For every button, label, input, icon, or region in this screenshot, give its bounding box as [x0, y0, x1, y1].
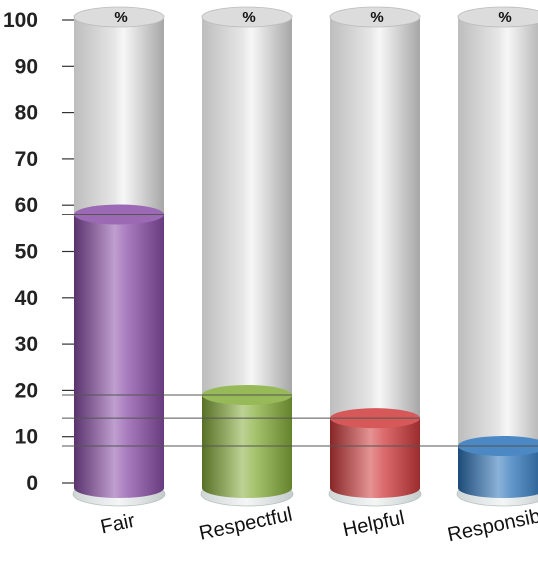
bar [74, 214, 164, 498]
category-labels: Fair Respectful Helpful Responsible [99, 502, 538, 546]
bars: %%%% [72, 6, 538, 507]
tube-body [458, 17, 538, 498]
y-tick-label: 0 [26, 472, 38, 495]
y-tick-label: 60 [15, 194, 38, 217]
y-axis: 0 10 20 30 40 50 60 70 80 90 100 [3, 9, 74, 495]
cylinder-responsible: % [456, 6, 538, 507]
y-tick-label: 20 [15, 379, 38, 402]
y-tick-label: 40 [15, 287, 38, 310]
y-tick-label: 70 [15, 148, 38, 171]
cap-percent-label: % [370, 9, 383, 26]
cap-percent-label: % [114, 9, 127, 26]
y-tick-label: 30 [15, 333, 38, 356]
cap-percent-label: % [242, 9, 255, 26]
y-tick-label: 10 [15, 426, 38, 449]
tube-body [330, 17, 420, 498]
cylinder-respectful: % [200, 6, 294, 507]
y-tick-label: 90 [15, 55, 38, 78]
reference-lines [62, 213, 538, 447]
tube-cap [329, 6, 421, 28]
tube-cap [201, 6, 293, 28]
category-label: Responsible [446, 502, 538, 546]
category-label: Respectful [197, 504, 294, 545]
category-label: Fair [99, 510, 138, 539]
tube-cap [73, 6, 165, 28]
category-label: Helpful [341, 507, 406, 541]
y-tick-label: 50 [15, 241, 38, 264]
bar [330, 418, 420, 498]
cap-percent-label: % [498, 9, 511, 26]
tube-body [202, 17, 292, 498]
y-tick-label: 100 [3, 9, 38, 32]
tube-cap [457, 6, 538, 28]
cylinder-fair: % [72, 6, 166, 507]
y-tick-label: 80 [15, 102, 38, 125]
bar [458, 445, 538, 498]
bar [202, 395, 292, 498]
cylinder-helpful: % [328, 6, 422, 507]
